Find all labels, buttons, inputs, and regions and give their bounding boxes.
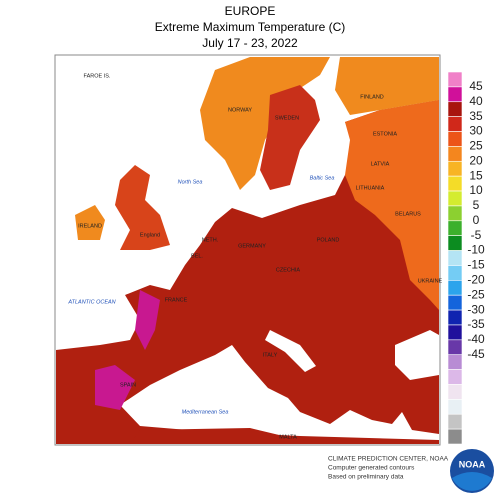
sea-label: Mediterranean Sea (182, 409, 229, 415)
legend-tick-label: -35 (467, 317, 485, 331)
legend-box (447, 86, 463, 103)
legend-tick-label: -10 (467, 243, 485, 257)
legend-box (447, 205, 463, 222)
legend-box (447, 190, 463, 207)
legend-box (447, 160, 463, 177)
map-label: NORWAY (228, 107, 252, 113)
legend-tick-label: -15 (467, 258, 485, 272)
map-label: CZECHIA (276, 267, 300, 273)
legend-box (447, 220, 463, 236)
legend-tick-label: 25 (469, 139, 483, 153)
map-label: BEL. (191, 253, 203, 259)
legend-box (447, 265, 463, 281)
map-label: LITHUANIA (356, 185, 385, 191)
britain (115, 165, 170, 250)
legend-tick-label: 0 (473, 213, 480, 227)
ireland (75, 205, 105, 240)
title: EUROPE (225, 4, 276, 18)
legend-box (447, 399, 463, 415)
legend-tick-label: 30 (469, 124, 483, 138)
legend-tick-label: -45 (467, 347, 485, 361)
legend: 454035302520151050-5-10-15-20-25-30-35-4… (447, 71, 485, 445)
legend-box (447, 250, 463, 266)
logo-text: NOAA (459, 459, 486, 469)
map: FAROE IS. NORWAY SWEDEN FINLAND ESTONIA … (54, 54, 443, 446)
legend-box (447, 294, 463, 311)
legend-box (447, 339, 463, 356)
legend-tick-label: -20 (467, 272, 485, 286)
map-label: UKRAINE (418, 278, 443, 284)
hot-spot (135, 290, 160, 350)
black-sea (395, 330, 439, 380)
finland (335, 57, 439, 115)
legend-box (447, 146, 463, 162)
sea-label: North Sea (178, 179, 203, 185)
map-label: ESTONIA (373, 131, 397, 137)
sea-label: ATLANTIC OCEAN (67, 299, 115, 305)
map-label: FAROE IS. (84, 73, 111, 79)
legend-tick-label: -25 (467, 287, 485, 301)
legend-box (447, 369, 463, 385)
map-label: LATVIA (371, 161, 390, 167)
legend-tick-label: 45 (469, 79, 483, 93)
sweden (260, 85, 320, 190)
legend-box (447, 309, 463, 326)
legend-tick-label: 40 (469, 94, 483, 108)
map-label: BELARUS (395, 211, 421, 217)
legend-tick-label: 5 (473, 198, 480, 212)
subtitle: Extreme Maximum Temperature (C) (155, 20, 346, 34)
legend-box (447, 384, 463, 400)
continent (56, 100, 439, 444)
map-label: NETH. (202, 237, 219, 243)
map-label: FINLAND (360, 94, 384, 100)
legend-tick-label: 15 (469, 168, 483, 182)
norway (200, 57, 330, 190)
adriatic (265, 330, 316, 372)
legend-box (447, 116, 463, 132)
map-label: FRANCE (165, 297, 188, 303)
map-label: GERMANY (238, 243, 266, 249)
legend-tick-label: -30 (467, 302, 485, 316)
map-label: England (140, 232, 160, 238)
legend-box (447, 280, 463, 296)
legend-box (447, 413, 463, 430)
logo-wave (452, 472, 492, 491)
map-label: IRELAND (78, 223, 102, 229)
mediterranean (120, 345, 439, 440)
legend-box (447, 324, 463, 341)
footer-line: Computer generated contours (328, 465, 415, 472)
sea-label: Baltic Sea (310, 175, 335, 181)
legend-box (447, 354, 463, 370)
map-label: MALTA (279, 434, 297, 440)
footer-line: CLIMATE PREDICTION CENTER, NOAA (328, 456, 449, 463)
map-label: POLAND (317, 237, 340, 243)
africa (130, 428, 330, 444)
legend-box (447, 175, 463, 192)
hot-spot (95, 365, 135, 410)
map-label: SWEDEN (275, 115, 299, 121)
legend-tick-label: 10 (469, 183, 483, 197)
footer-line: Based on preliminary data (328, 474, 404, 481)
map-label: ITALY (263, 352, 278, 358)
legend-box (447, 101, 463, 117)
legend-box (447, 131, 463, 147)
legend-box (447, 71, 463, 88)
dates: July 17 - 23, 2022 (202, 36, 298, 50)
legend-box (447, 428, 463, 445)
map-label: SPAIN (120, 382, 136, 388)
logo: NOAA (450, 449, 494, 493)
legend-box (447, 235, 463, 251)
legend-tick-label: -40 (467, 332, 485, 346)
legend-tick-label: -5 (471, 228, 482, 242)
legend-tick-label: 35 (469, 109, 483, 123)
east-region (345, 100, 439, 310)
legend-tick-label: 20 (469, 153, 483, 167)
